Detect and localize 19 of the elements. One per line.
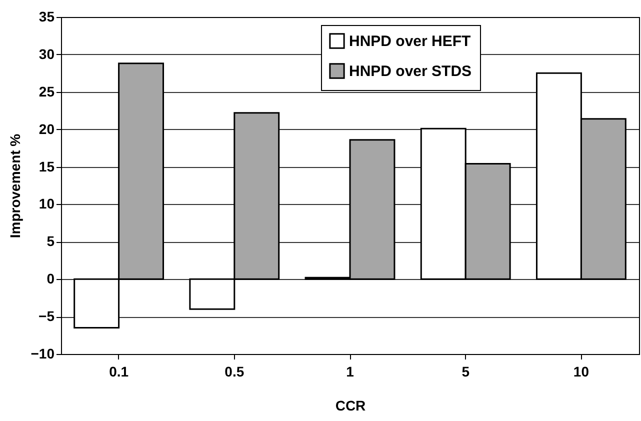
y-tick-label: 5 — [46, 233, 55, 250]
x-tick-label: 1 — [346, 364, 354, 380]
legend-label: HNPD over HEFT — [349, 33, 471, 50]
y-tick-label: 10 — [38, 196, 55, 212]
x-axis-title: CCR — [335, 398, 366, 414]
y-axis-title: Improvement % — [6, 133, 23, 238]
y-tick-label: 25 — [38, 83, 55, 100]
y-tick-label: 35 — [38, 8, 55, 24]
y-tick-label: −5 — [38, 308, 55, 324]
y-tick-label: 30 — [38, 46, 55, 62]
y-tick-label: 15 — [38, 158, 55, 174]
y-tick-label: −10 — [30, 346, 55, 362]
legend-label: HNPD over STDS — [349, 63, 472, 80]
x-tick-label: 10 — [573, 364, 590, 380]
y-tick-label: 20 — [38, 120, 55, 137]
x-tick-label: 5 — [462, 364, 470, 380]
x-tick-label: 0.5 — [224, 364, 244, 380]
x-tick-label: 0.1 — [109, 364, 129, 380]
y-tick-label: 0 — [46, 270, 55, 287]
